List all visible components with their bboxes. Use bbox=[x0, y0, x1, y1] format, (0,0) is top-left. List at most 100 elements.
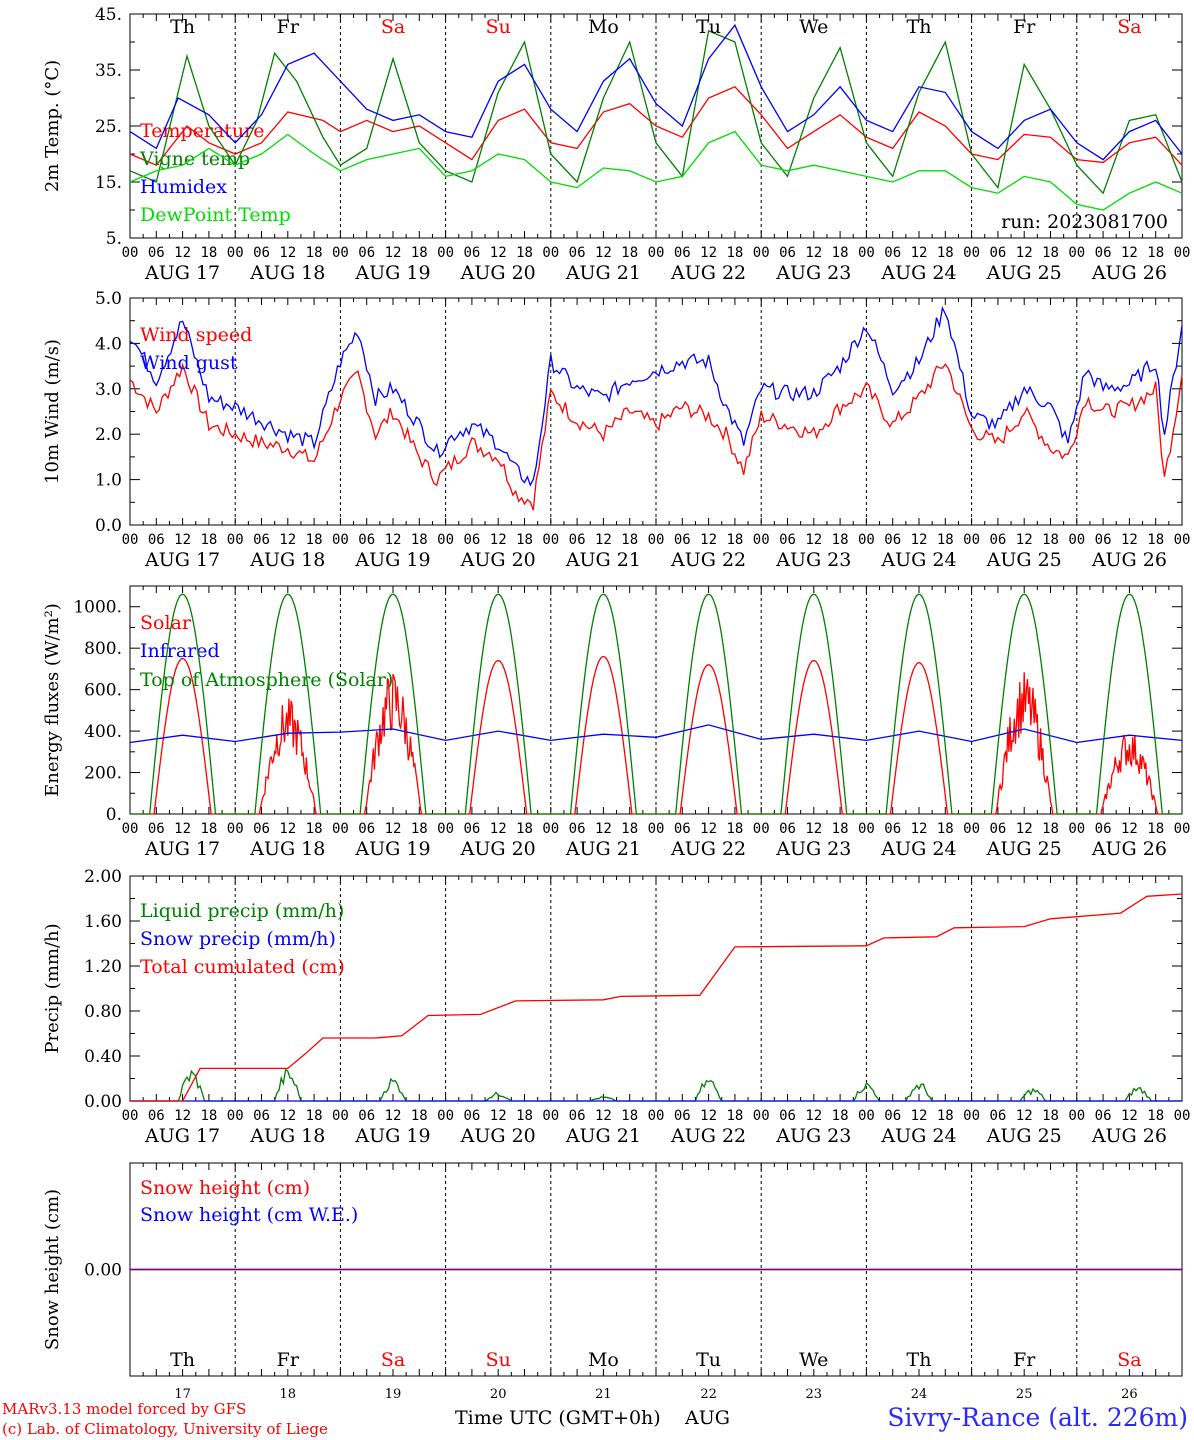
hour-tick-label: 12 bbox=[385, 245, 402, 261]
date-label: AUG 17 bbox=[144, 549, 220, 571]
hour-tick-label: 18 bbox=[621, 1108, 638, 1124]
hour-tick-label: 18 bbox=[411, 532, 428, 548]
date-label: AUG 20 bbox=[460, 838, 536, 860]
hour-tick-label: 00 bbox=[122, 532, 139, 548]
series-line-humidex bbox=[129, 23, 1183, 161]
hour-tick-label: 00 bbox=[1068, 821, 1085, 837]
legend-entry: Snow height (cm) bbox=[140, 1177, 310, 1199]
hour-tick-label: 00 bbox=[542, 532, 559, 548]
hour-tick-label: 18 bbox=[1147, 1108, 1164, 1124]
hour-tick-label: 18 bbox=[726, 245, 743, 261]
y-tick-label: 25. bbox=[95, 117, 122, 137]
day-number-label: 26 bbox=[1121, 1387, 1138, 1402]
date-label: AUG 18 bbox=[249, 838, 325, 860]
date-label: AUG 20 bbox=[460, 262, 536, 284]
hour-tick-label: 12 bbox=[805, 532, 822, 548]
hour-tick-label: 00 bbox=[858, 245, 875, 261]
hour-tick-label: 06 bbox=[1095, 245, 1112, 261]
y-tick-label: 0.80 bbox=[84, 1002, 122, 1022]
series-line-dewpoint-temp bbox=[129, 130, 1183, 211]
hour-tick-label: 18 bbox=[200, 1108, 217, 1124]
hour-tick-label: 12 bbox=[1121, 1108, 1138, 1124]
hour-tick-label: 00 bbox=[437, 245, 454, 261]
hour-tick-label: 18 bbox=[200, 821, 217, 837]
series-line-temperature bbox=[129, 86, 1183, 166]
hour-tick-label: 00 bbox=[648, 532, 665, 548]
hour-tick-label: 06 bbox=[989, 1108, 1006, 1124]
date-label: AUG 19 bbox=[354, 838, 430, 860]
day-of-week-label: Th bbox=[170, 16, 195, 38]
hour-tick-label: 00 bbox=[437, 821, 454, 837]
date-label: AUG 26 bbox=[1091, 838, 1167, 860]
run-label: run: 2023081700 bbox=[1001, 211, 1168, 233]
hour-tick-label: 12 bbox=[911, 245, 928, 261]
hour-tick-label: 12 bbox=[174, 821, 191, 837]
hour-tick-label: 00 bbox=[858, 821, 875, 837]
hour-tick-label: 00 bbox=[963, 1108, 980, 1124]
hour-tick-label: 00 bbox=[227, 245, 244, 261]
hour-tick-label: 06 bbox=[779, 1108, 796, 1124]
hour-tick-label: 12 bbox=[1121, 245, 1138, 261]
day-of-week-label: Th bbox=[907, 1349, 932, 1371]
y-tick-label: 0.0 bbox=[95, 516, 122, 536]
hour-tick-label: 00 bbox=[122, 821, 139, 837]
hour-tick-label: 18 bbox=[1147, 821, 1164, 837]
day-of-week-label: Su bbox=[486, 16, 511, 38]
hour-tick-label: 18 bbox=[411, 1108, 428, 1124]
hour-tick-label: 06 bbox=[989, 245, 1006, 261]
hour-tick-label: 18 bbox=[1042, 1108, 1059, 1124]
hour-tick-label: 12 bbox=[595, 1108, 612, 1124]
y-axis-label: Energy fluxes (W/m²) bbox=[42, 603, 63, 797]
hour-tick-label: 12 bbox=[911, 1108, 928, 1124]
hour-tick-label: 06 bbox=[674, 1108, 691, 1124]
y-tick-label: 0.00 bbox=[84, 1092, 122, 1112]
hour-tick-label: 12 bbox=[279, 821, 296, 837]
day-number-label: 17 bbox=[174, 1387, 191, 1402]
hour-tick-label: 12 bbox=[911, 821, 928, 837]
hour-tick-label: 12 bbox=[174, 1108, 191, 1124]
date-label: AUG 18 bbox=[249, 549, 325, 571]
day-of-week-label: Fr bbox=[277, 16, 300, 38]
day-of-week-label: Sa bbox=[1117, 16, 1141, 38]
hour-tick-label: 06 bbox=[884, 245, 901, 261]
hour-tick-label: 12 bbox=[700, 821, 717, 837]
hour-tick-label: 12 bbox=[490, 1108, 507, 1124]
hour-tick-label: 06 bbox=[674, 821, 691, 837]
hour-tick-label: 00 bbox=[648, 821, 665, 837]
hour-tick-label: 06 bbox=[884, 532, 901, 548]
date-label: AUG 26 bbox=[1091, 262, 1167, 284]
day-of-week-label: Sa bbox=[381, 16, 405, 38]
series-line-total-cumulated-cm bbox=[130, 893, 1183, 1102]
day-of-week-label: Tu bbox=[696, 1349, 721, 1371]
hour-tick-label: 00 bbox=[332, 1108, 349, 1124]
station-label: Sivry-Rance (alt. 226m) bbox=[887, 1403, 1188, 1432]
y-tick-label: 2.00 bbox=[84, 867, 122, 887]
day-number-label: 20 bbox=[490, 1387, 507, 1402]
hour-tick-label: 18 bbox=[621, 245, 638, 261]
hour-tick-label: 18 bbox=[200, 532, 217, 548]
hour-tick-label: 12 bbox=[1121, 821, 1138, 837]
panel-3: 0. 200. 400. 600. 800. 1000. Energy fluxes (W/… bbox=[42, 585, 1190, 860]
hour-tick-label: 06 bbox=[569, 821, 586, 837]
date-label: AUG 21 bbox=[565, 1125, 641, 1147]
day-number-label: 19 bbox=[385, 1387, 402, 1402]
series-line-wind-gust bbox=[129, 305, 1183, 487]
hour-tick-label: 18 bbox=[516, 821, 533, 837]
day-number-label: 24 bbox=[911, 1387, 928, 1402]
hour-tick-label: 06 bbox=[1095, 821, 1112, 837]
y-tick-label: 1.0 bbox=[95, 471, 122, 491]
day-number-label: 21 bbox=[595, 1387, 612, 1402]
date-label: AUG 23 bbox=[775, 1125, 851, 1147]
hour-tick-label: 12 bbox=[385, 532, 402, 548]
legend-entry: Wind speed bbox=[140, 324, 252, 346]
date-label: AUG 24 bbox=[880, 262, 956, 284]
legend-entry: Infrared bbox=[140, 640, 220, 662]
hour-tick-label: 18 bbox=[1042, 245, 1059, 261]
credit-line-2: (c) Lab. of Climatology, University of L… bbox=[2, 1420, 328, 1438]
hour-tick-label: 06 bbox=[779, 245, 796, 261]
hour-tick-label: 18 bbox=[726, 1108, 743, 1124]
hour-tick-label: 06 bbox=[779, 821, 796, 837]
panel-4: 0.00 0.40 0.80 1.20 1.60 2.00 Precip (mm/h) 00 0… bbox=[42, 867, 1190, 1147]
